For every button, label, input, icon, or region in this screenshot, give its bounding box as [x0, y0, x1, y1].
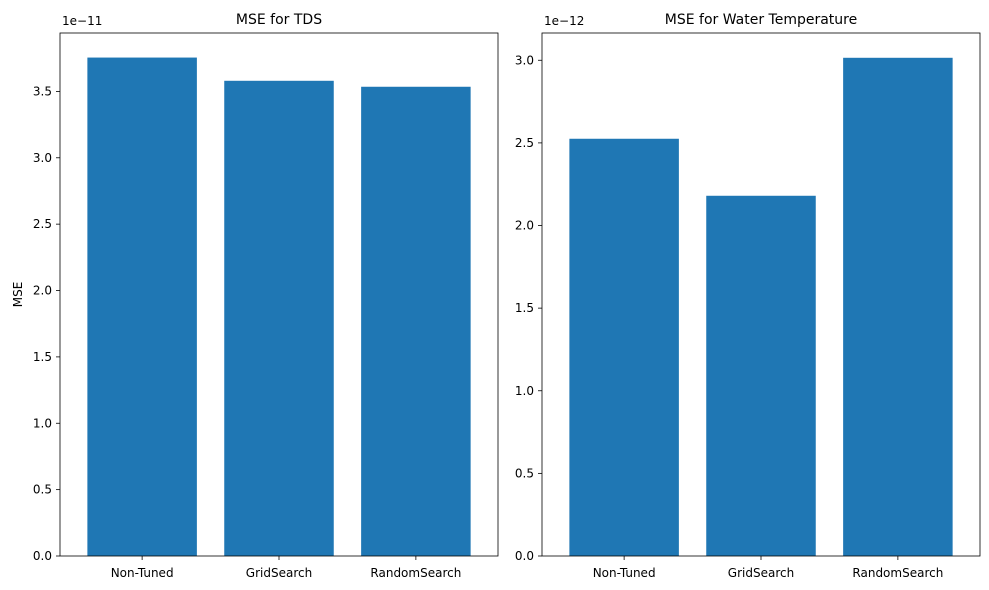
y-tick-label: 0.0 — [33, 549, 52, 563]
y-tick-label: 1.5 — [33, 350, 52, 364]
bar-randomsearch — [361, 86, 471, 556]
y-tick-label: 1.0 — [33, 416, 52, 430]
y-tick-label: 1.0 — [515, 384, 534, 398]
y-tick-label: 3.0 — [33, 151, 52, 165]
y-tick-label: 3.5 — [33, 84, 52, 98]
subplot-water-temperature: MSE for Water Temperature 1e−12 Non-Tune… — [515, 12, 981, 580]
x-tick-label: RandomSearch — [852, 566, 943, 580]
y-tick-label: 2.5 — [33, 217, 52, 231]
bar-randomsearch — [843, 57, 953, 556]
bar-gridsearch — [224, 80, 334, 556]
y-tick-label: 3.0 — [515, 53, 534, 67]
y-tick-label: 0.0 — [515, 549, 534, 563]
y-tick-label: 2.5 — [515, 136, 534, 150]
y-tick-label: 2.0 — [33, 284, 52, 298]
y-tick-label: 2.0 — [515, 219, 534, 233]
x-tick-label: GridSearch — [728, 566, 794, 580]
subplot-tds: MSE for TDS MSE 1e−11 Non-Tuned GridSearc… — [11, 12, 499, 580]
chart-title: MSE for TDS — [236, 12, 322, 28]
y-offset-text: 1e−12 — [544, 14, 584, 28]
x-tick-label: Non-Tuned — [593, 566, 656, 580]
y-axis-label: MSE — [11, 282, 25, 308]
bar-gridsearch — [706, 195, 816, 556]
x-tick-label: Non-Tuned — [111, 566, 174, 580]
chart-title: MSE for Water Temperature — [665, 12, 857, 28]
y-offset-text: 1e−11 — [62, 14, 102, 28]
bar-non-tuned — [569, 138, 679, 556]
y-tick-label: 0.5 — [33, 483, 52, 497]
bar-non-tuned — [87, 57, 197, 557]
y-tick-label: 0.5 — [515, 466, 534, 480]
x-tick-label: RandomSearch — [370, 566, 461, 580]
y-tick-label: 1.5 — [515, 301, 534, 315]
x-tick-label: GridSearch — [246, 566, 312, 580]
